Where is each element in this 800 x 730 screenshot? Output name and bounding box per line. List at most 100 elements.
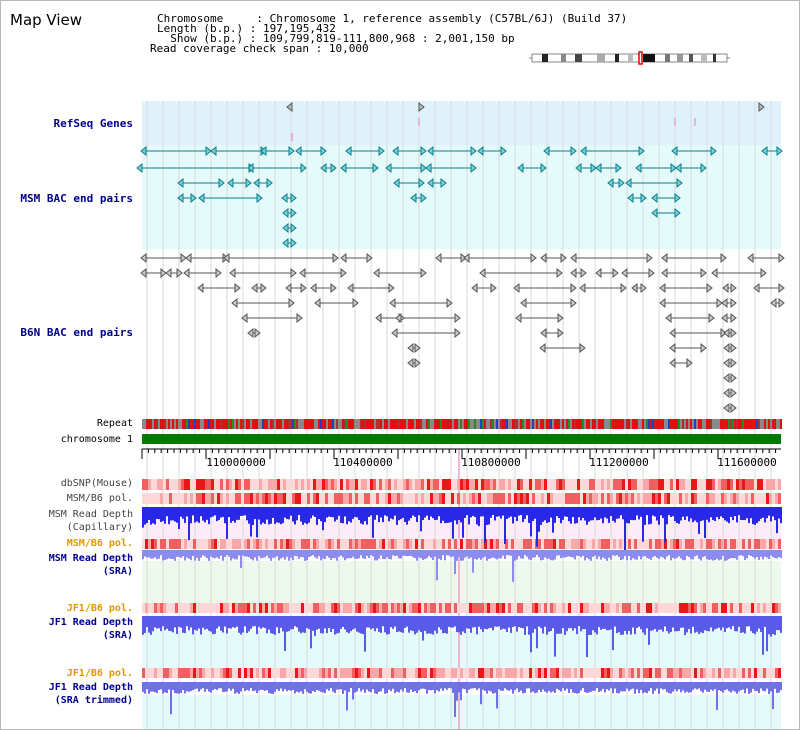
depth-bar [478,550,480,559]
depth-bar [272,550,274,558]
depth-bar [318,682,320,691]
heat-cell [487,493,490,504]
repeat-segment [580,419,582,429]
depth-bar [336,550,338,561]
depth-bar [498,550,500,559]
depth-bar [726,507,728,522]
repeat-segment [296,419,298,429]
depth-bar [648,550,650,559]
depth-bar [160,507,162,522]
depth-bar [508,616,510,628]
heat-cell [673,603,676,613]
repeat-segment [278,419,280,429]
depth-bar [778,507,780,519]
depth-bar [760,682,762,689]
depth-bar [190,550,192,561]
depth-bar [586,550,588,558]
depth-bar [262,616,264,628]
depth-bar [482,616,484,632]
depth-bar [742,507,744,520]
depth-bar [724,550,726,561]
heat-cell [232,603,235,613]
heat-cell [442,539,445,549]
depth-bar [474,682,476,689]
heat-cell [550,603,553,613]
feature-arrow [345,145,352,157]
heat-cell [637,668,640,678]
heat-cell [394,603,397,613]
depth-bar [346,616,348,633]
repeat-segment [760,419,762,429]
depth-bar [458,682,460,693]
heat-cell [622,603,625,613]
feature-arrow [454,312,461,324]
depth-bar [416,682,418,694]
heat-cell [673,668,676,678]
heat-cell [727,539,730,549]
heat-cell [409,479,412,490]
feature-arrow [665,312,672,324]
heat-cell [463,603,466,613]
heat-cell [631,668,634,678]
heat-cell [709,668,712,678]
depth-bar [574,682,576,694]
repeat-segment [442,419,444,429]
feature-arrow [183,267,190,279]
depth-bar [702,507,704,521]
label-jf1-read-depth-trim-sub: (SRA trimmed) [54,695,133,706]
depth-bar [416,507,418,523]
depth-bar [674,616,676,632]
depth-bar [522,507,524,523]
heat-cell [715,603,718,613]
heat-cell [778,668,781,678]
feature-arrow [420,192,427,204]
repeat-segment [672,419,674,429]
repeat-segment [428,419,430,429]
depth-bar [474,616,476,628]
depth-bar [234,682,236,694]
depth-bar [600,550,602,560]
depth-bar [744,682,746,694]
depth-bar [650,507,652,524]
repeat-segment [488,419,490,429]
depth-bar [312,507,314,516]
depth-bar [680,682,682,693]
heat-cell [718,479,721,490]
info-coverage-span: Read coverage check span : 10,000 [150,42,369,55]
depth-bar [422,682,424,689]
depth-bar [578,507,580,518]
heat-cell [490,493,493,504]
ideogram-band [689,54,693,62]
heat-cell [448,668,451,678]
heat-cell [337,539,340,549]
heat-cell [199,668,202,678]
repeat-segment [602,419,604,429]
depth-bar [442,682,444,691]
heat-cell [241,539,244,549]
heat-cell [235,668,238,678]
depth-bar [314,550,316,558]
depth-bar [548,682,550,691]
feature-arrow [580,267,587,279]
feature-arrow [420,267,427,279]
repeat-segment [250,419,252,429]
heat-cell [550,493,553,504]
depth-bar [552,616,554,629]
heat-cell [205,493,208,504]
heat-cell [754,493,757,504]
feature-arrow [490,282,497,294]
depth-bar [344,550,346,561]
feature-arrow [700,267,707,279]
depth-bar [202,550,204,556]
heat-cell [472,493,475,504]
label-refseq-genes[interactable]: RefSeq Genes [53,117,133,130]
depth-bar [280,682,282,689]
heat-cell [355,479,358,490]
depth-bar [534,682,536,694]
label-b6n-bac-end-pairs[interactable]: B6N BAC end pairs [20,326,133,339]
heat-cell [274,603,277,613]
heat-cell [610,493,613,504]
label-msm-bac-end-pairs[interactable]: MSM BAC end pairs [20,192,133,205]
heat-cell [229,603,232,613]
